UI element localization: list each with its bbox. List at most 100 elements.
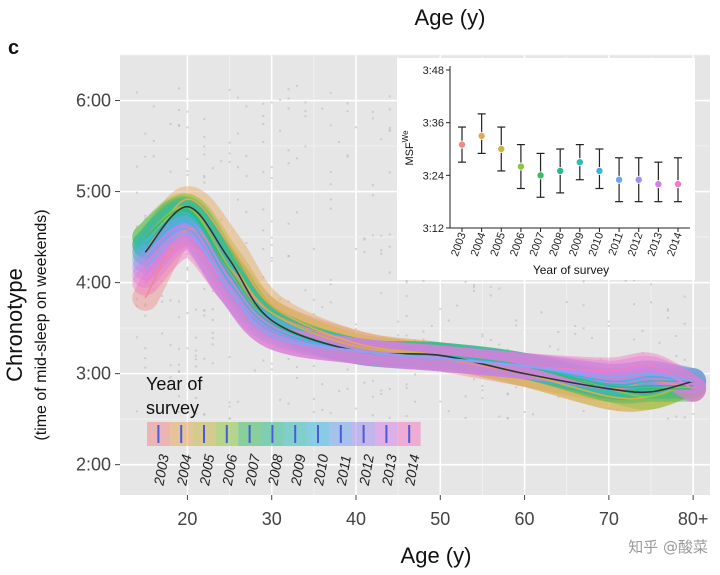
raw-data-point	[582, 409, 585, 412]
raw-data-point	[144, 304, 147, 307]
raw-data-point	[169, 364, 172, 367]
raw-data-point	[388, 95, 391, 98]
inset-points	[457, 113, 683, 203]
raw-data-point	[237, 166, 239, 169]
raw-data-point	[178, 347, 180, 350]
raw-data-point	[523, 359, 526, 362]
inset-background	[397, 58, 695, 280]
raw-data-point	[262, 208, 265, 211]
raw-data-point	[422, 280, 425, 283]
raw-data-point	[152, 105, 155, 108]
raw-data-point	[161, 280, 164, 283]
legend-title-line1: Year of	[146, 374, 203, 394]
raw-data-point	[371, 379, 374, 382]
raw-data-point	[532, 413, 534, 416]
raw-data-point	[203, 269, 206, 272]
raw-data-point	[666, 309, 669, 312]
raw-data-point	[498, 343, 501, 346]
inset-y-label-main: MSF	[404, 142, 416, 166]
raw-data-point	[178, 370, 180, 373]
raw-data-point	[161, 300, 164, 303]
raw-data-point	[312, 247, 315, 250]
raw-data-point	[186, 252, 189, 255]
raw-data-point	[329, 183, 332, 186]
raw-data-point	[321, 383, 324, 386]
raw-data-point	[262, 276, 265, 279]
raw-data-point	[186, 266, 189, 269]
raw-data-point	[447, 410, 450, 413]
inset-y-tick-label: 3:12	[423, 223, 444, 235]
raw-data-point	[262, 335, 265, 338]
raw-data-point	[548, 374, 551, 377]
raw-data-point	[338, 389, 341, 392]
raw-data-point	[203, 287, 206, 290]
raw-data-point	[380, 392, 383, 395]
raw-data-point	[262, 319, 265, 322]
legend-label-2013: 2013	[378, 453, 399, 488]
raw-data-point	[203, 136, 206, 139]
raw-data-point	[355, 334, 357, 337]
raw-data-point	[178, 381, 180, 384]
raw-data-point	[683, 358, 686, 361]
inset-axes	[449, 66, 690, 229]
raw-data-point	[388, 416, 391, 419]
raw-data-point	[287, 97, 290, 100]
raw-data-point	[346, 102, 349, 105]
raw-data-point	[666, 316, 669, 319]
y-tick-label: 4:00	[76, 273, 111, 293]
raw-data-point	[270, 336, 273, 339]
inset-point-2014	[674, 180, 683, 189]
raw-data-point	[262, 359, 265, 362]
raw-data-point	[355, 327, 357, 330]
raw-data-point	[464, 395, 467, 398]
legend-label-2009: 2009	[287, 453, 308, 488]
raw-data-point	[388, 388, 391, 391]
inset-x-label: Year of survey	[533, 263, 609, 277]
raw-data-point	[329, 198, 332, 201]
raw-data-point	[262, 171, 265, 174]
raw-data-point	[599, 358, 602, 361]
raw-data-point	[135, 255, 138, 258]
raw-data-point	[397, 339, 400, 342]
legend-label-2004: 2004	[173, 453, 194, 488]
raw-data-point	[262, 229, 265, 232]
raw-data-point	[144, 217, 147, 220]
raw-data-point	[422, 338, 425, 341]
inset-point-2010	[595, 166, 604, 175]
raw-data-point	[489, 285, 492, 288]
raw-data-point	[178, 108, 180, 111]
raw-data-point	[506, 348, 509, 351]
raw-data-point	[245, 175, 248, 178]
inset-point-2013	[654, 180, 663, 189]
inset-point-2003	[457, 140, 466, 149]
raw-data-point	[296, 211, 298, 214]
raw-data-point	[253, 369, 256, 372]
raw-data-point	[144, 347, 147, 350]
raw-data-point	[506, 393, 509, 396]
raw-data-point	[169, 262, 172, 265]
raw-data-point	[211, 337, 214, 340]
raw-data-point	[178, 411, 180, 414]
raw-data-point	[616, 408, 619, 411]
x-tick-label: 50	[430, 509, 450, 529]
raw-data-point	[338, 141, 341, 144]
panel-letter: c	[8, 37, 19, 59]
raw-data-point	[228, 417, 231, 420]
raw-data-point	[228, 161, 231, 164]
inset-y-tick-label: 3:48	[423, 65, 444, 77]
raw-data-point	[380, 389, 383, 392]
raw-data-point	[363, 238, 366, 241]
raw-data-point	[397, 365, 400, 368]
raw-data-point	[675, 355, 678, 358]
raw-data-point	[194, 252, 197, 255]
raw-data-point	[237, 132, 239, 135]
raw-data-point	[203, 357, 206, 360]
raw-data-point	[371, 117, 374, 120]
y-tick-label: 3:00	[76, 364, 111, 384]
raw-data-point	[194, 412, 197, 415]
raw-data-point	[161, 294, 164, 297]
raw-data-point	[371, 194, 374, 197]
legend-label-2014: 2014	[401, 453, 422, 488]
raw-data-point	[388, 171, 391, 174]
